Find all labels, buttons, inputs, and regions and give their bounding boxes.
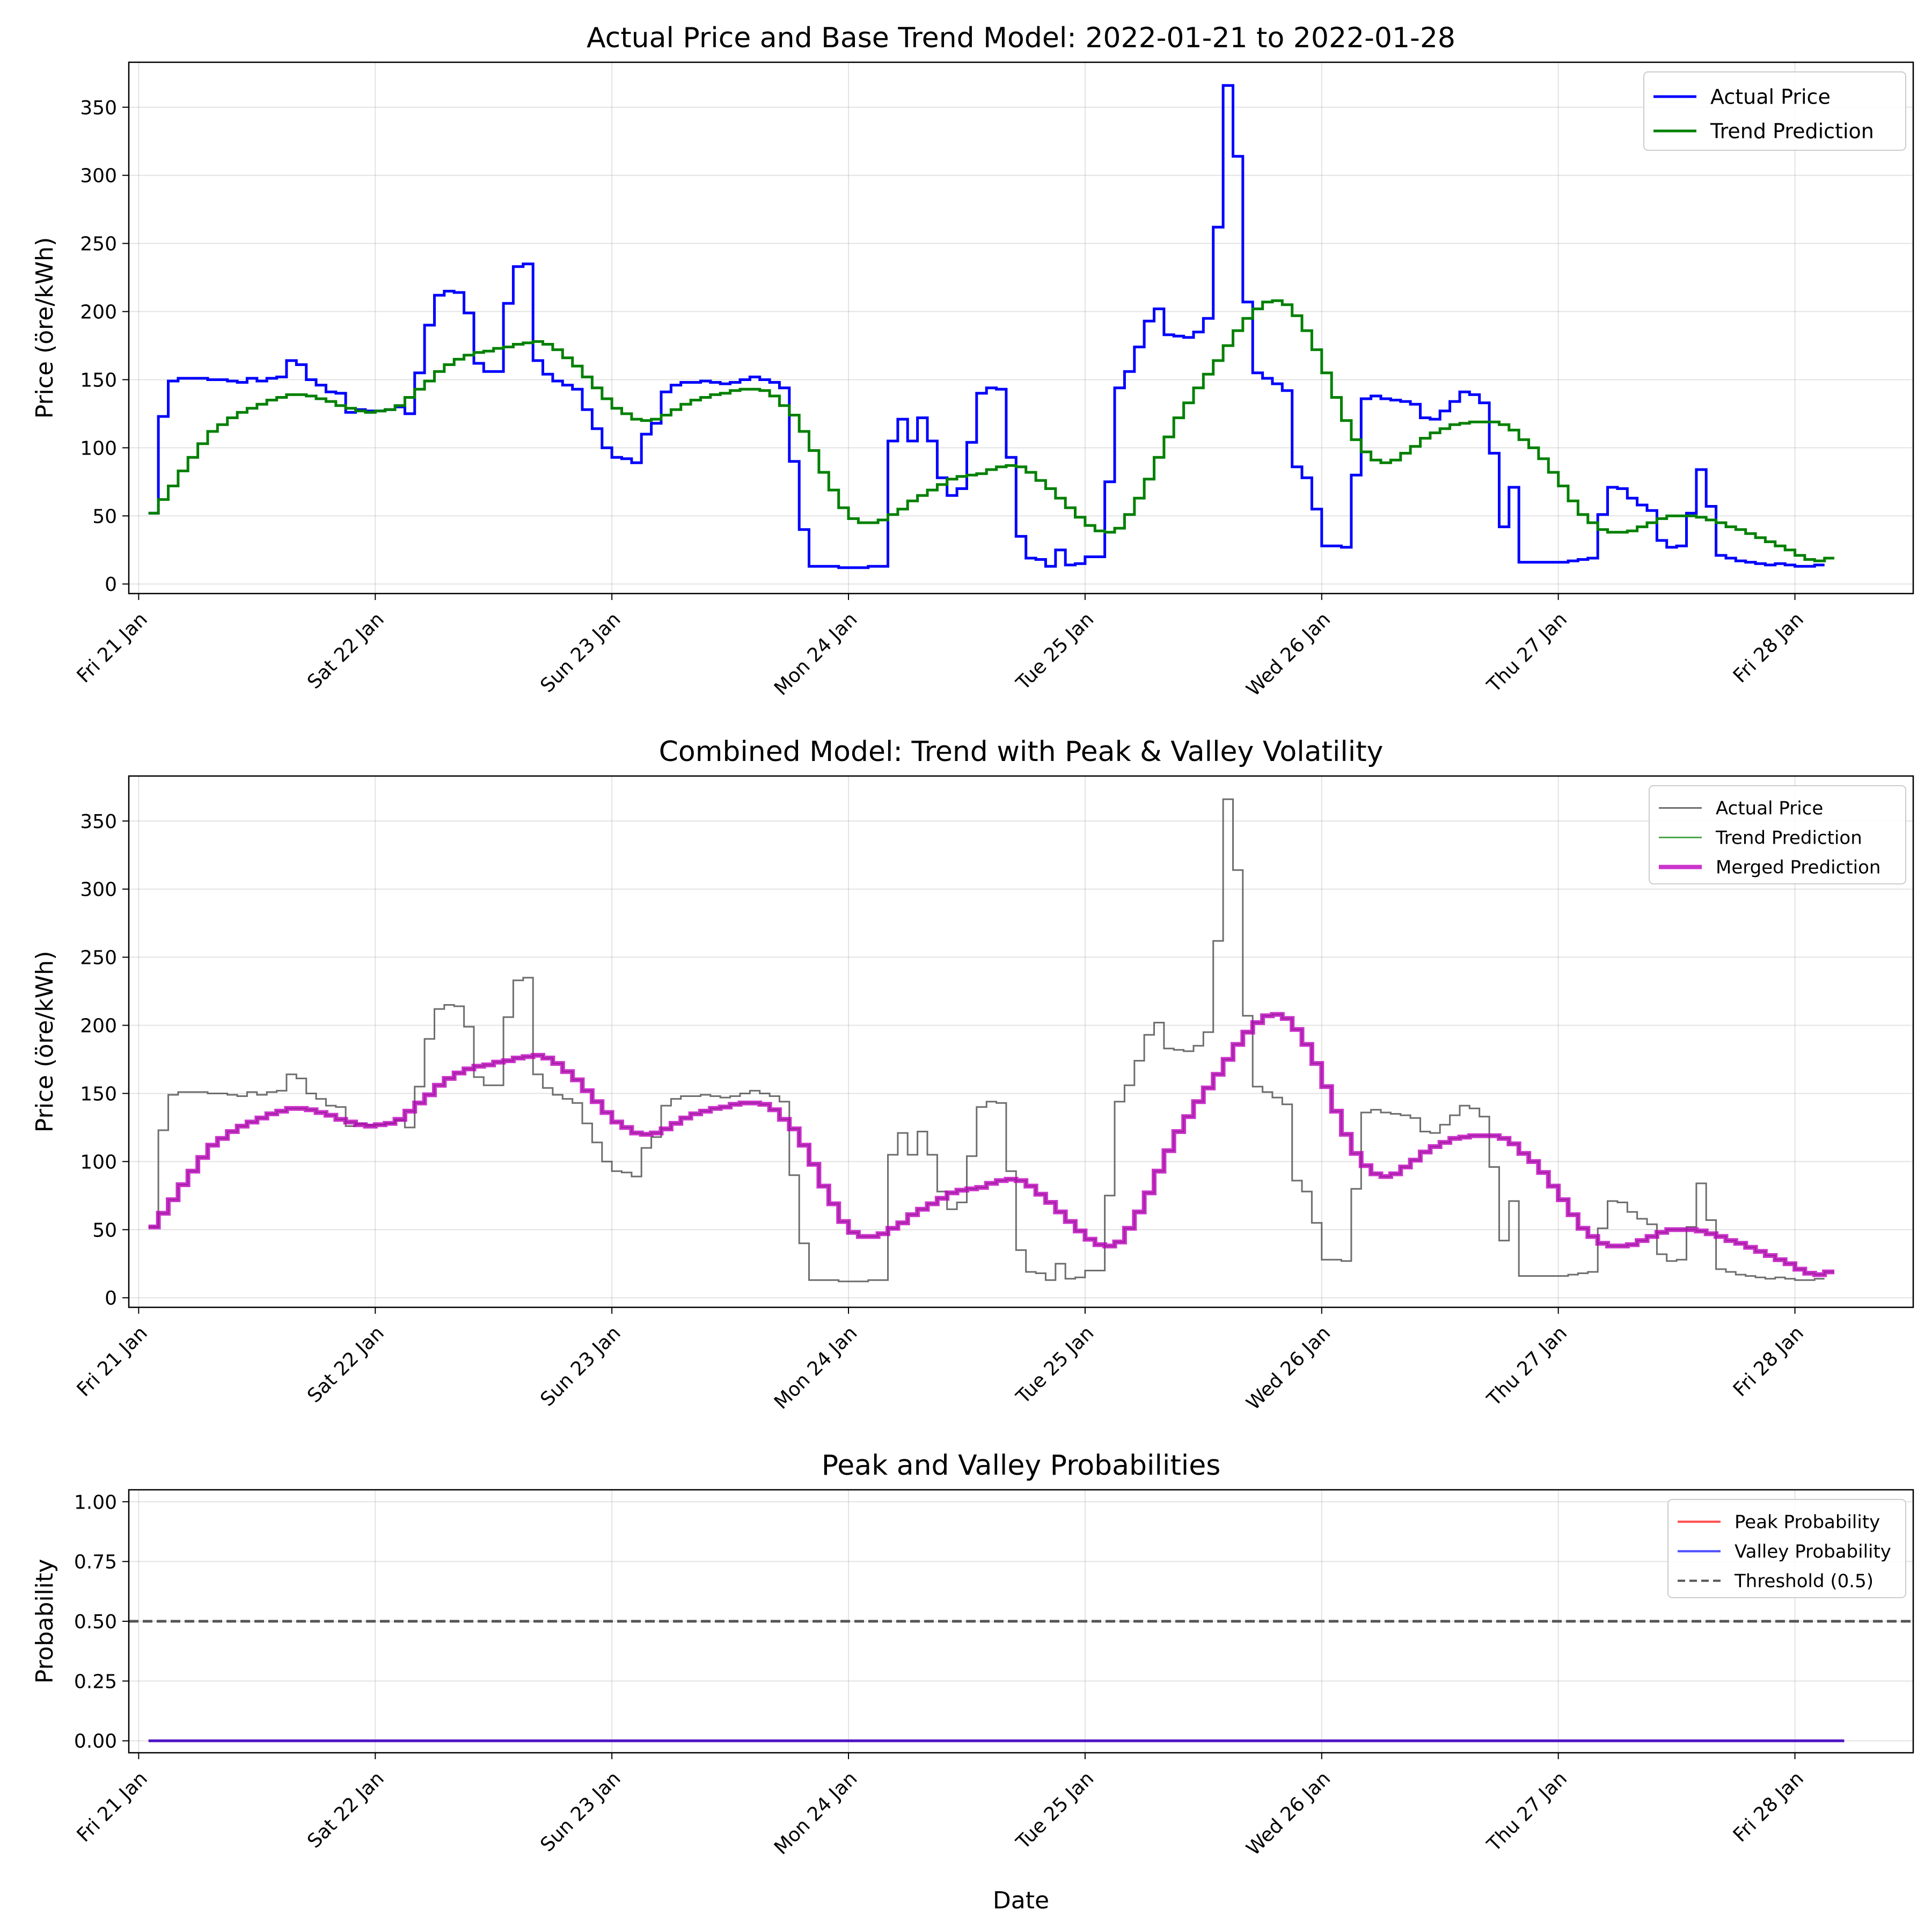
legend-label: Actual Price	[1710, 85, 1831, 109]
y-tick-label: 0.50	[74, 1611, 117, 1633]
legend-box	[1667, 1499, 1906, 1598]
y-tick-label: 350	[80, 811, 117, 833]
x-tick-label: Wed 26 Jan	[1242, 608, 1335, 700]
y-axis-label: Price (öre/kWh)	[31, 237, 58, 419]
y-tick-label: 0	[105, 574, 117, 596]
x-tick-label: Sat 22 Jan	[303, 608, 389, 693]
x-tick-label: Tue 25 Jan	[1012, 1322, 1098, 1408]
y-tick-label: 350	[80, 97, 117, 119]
x-tick-label: Fri 21 Jan	[73, 608, 152, 687]
y-tick-label: 200	[80, 302, 117, 324]
legend: Actual Price Trend Prediction	[1643, 71, 1906, 151]
grid	[129, 62, 1913, 594]
x-tick-label: Fri 28 Jan	[1729, 1322, 1808, 1401]
chart-panel-3: Fri 21 Jan Sat 22 Jan Sun 23 Jan Mon 24 Jan…	[31, 1450, 1914, 1914]
trend-prediction-line	[148, 1013, 1834, 1276]
x-tick-label: Tue 25 Jan	[1012, 608, 1098, 694]
x-tick-label: Sun 23 Jan	[536, 1767, 625, 1856]
x-tick-label: Mon 24 Jan	[770, 608, 861, 699]
chart-panel-2: Fri 21 Jan Sat 22 Jan Sun 23 Jan Mon 24 Jan…	[31, 736, 1914, 1415]
legend-label: Merged Prediction	[1716, 857, 1880, 879]
x-tick-label: Fri 28 Jan	[1729, 1767, 1808, 1846]
trend-prediction-line	[148, 299, 1834, 562]
y-tick-label: 50	[92, 506, 117, 528]
legend-label: Threshold (0.5)	[1734, 1571, 1874, 1592]
legend-label: Trend Prediction	[1710, 120, 1874, 143]
y-tick-label: 200	[80, 1015, 117, 1037]
legend-box	[1649, 785, 1906, 884]
y-tick-label: 300	[80, 879, 117, 901]
legend: Peak Probability Valley Probability Thresh…	[1667, 1499, 1906, 1598]
x-tick-label: Sun 23 Jan	[536, 1322, 625, 1410]
chart-title: Peak and Valley Probabilities	[822, 1450, 1221, 1482]
plot-frame	[128, 1489, 1914, 1754]
y-tick-label: 100	[80, 437, 117, 459]
x-tick-label: Thu 27 Jan	[1483, 1767, 1571, 1856]
y-tick-label: 0.25	[74, 1671, 117, 1693]
actual-price-line	[148, 84, 1825, 569]
y-tick-label: 150	[80, 1083, 117, 1105]
y-tick-label: 150	[80, 369, 117, 391]
legend: Actual Price Trend Prediction Merged Predi…	[1649, 785, 1906, 884]
y-tick-label: 1.00	[74, 1491, 117, 1513]
x-tick-label: Fri 28 Jan	[1729, 608, 1808, 687]
x-tick-label: Fri 21 Jan	[73, 1322, 152, 1401]
x-axis-label: Date	[993, 1887, 1049, 1914]
legend-label: Peak Probability	[1735, 1512, 1880, 1533]
chart-panel-1: Fri 21 Jan Sat 22 Jan Sun 23 Jan Mon 24 Jan…	[31, 22, 1914, 701]
x-tick-label: Mon 24 Jan	[770, 1767, 861, 1858]
legend-box	[1643, 71, 1906, 151]
plot-frame	[128, 775, 1914, 1308]
y-tick-label: 250	[80, 947, 117, 969]
chart-title: Actual Price and Base Trend Model: 2022-…	[587, 22, 1455, 54]
x-tick-label: Wed 26 Jan	[1242, 1767, 1335, 1860]
x-tick-label: Fri 21 Jan	[73, 1767, 152, 1846]
y-tick-label: 250	[80, 233, 117, 255]
legend-label: Actual Price	[1716, 798, 1823, 819]
legend-label: Valley Probability	[1735, 1541, 1891, 1563]
y-tick-label: 0	[105, 1287, 117, 1309]
y-tick-label: 50	[92, 1219, 117, 1241]
y-tick-label: 300	[80, 165, 117, 187]
x-tick-label: Thu 27 Jan	[1483, 1322, 1571, 1410]
y-tick-label: 0.00	[74, 1731, 117, 1753]
actual-price-line	[148, 798, 1825, 1283]
plot-frame	[128, 61, 1914, 595]
chart-title: Combined Model: Trend with Peak & Valley…	[659, 736, 1384, 768]
y-axis-label: Probability	[31, 1559, 58, 1684]
grid	[129, 776, 1913, 1307]
y-tick-label: 0.75	[74, 1552, 117, 1574]
x-tick-label: Thu 27 Jan	[1483, 608, 1571, 697]
merged-prediction-line	[148, 1012, 1834, 1277]
x-tick-label: Sat 22 Jan	[303, 1322, 389, 1407]
x-tick-label: Mon 24 Jan	[770, 1322, 861, 1413]
legend-label: Trend Prediction	[1715, 828, 1862, 849]
x-tick-label: Wed 26 Jan	[1242, 1322, 1335, 1414]
y-axis-label: Price (öre/kWh)	[31, 951, 58, 1132]
x-tick-label: Sat 22 Jan	[303, 1767, 389, 1853]
y-tick-label: 100	[80, 1151, 117, 1173]
x-tick-label: Tue 25 Jan	[1012, 1767, 1098, 1854]
x-tick-label: Sun 23 Jan	[536, 608, 625, 697]
